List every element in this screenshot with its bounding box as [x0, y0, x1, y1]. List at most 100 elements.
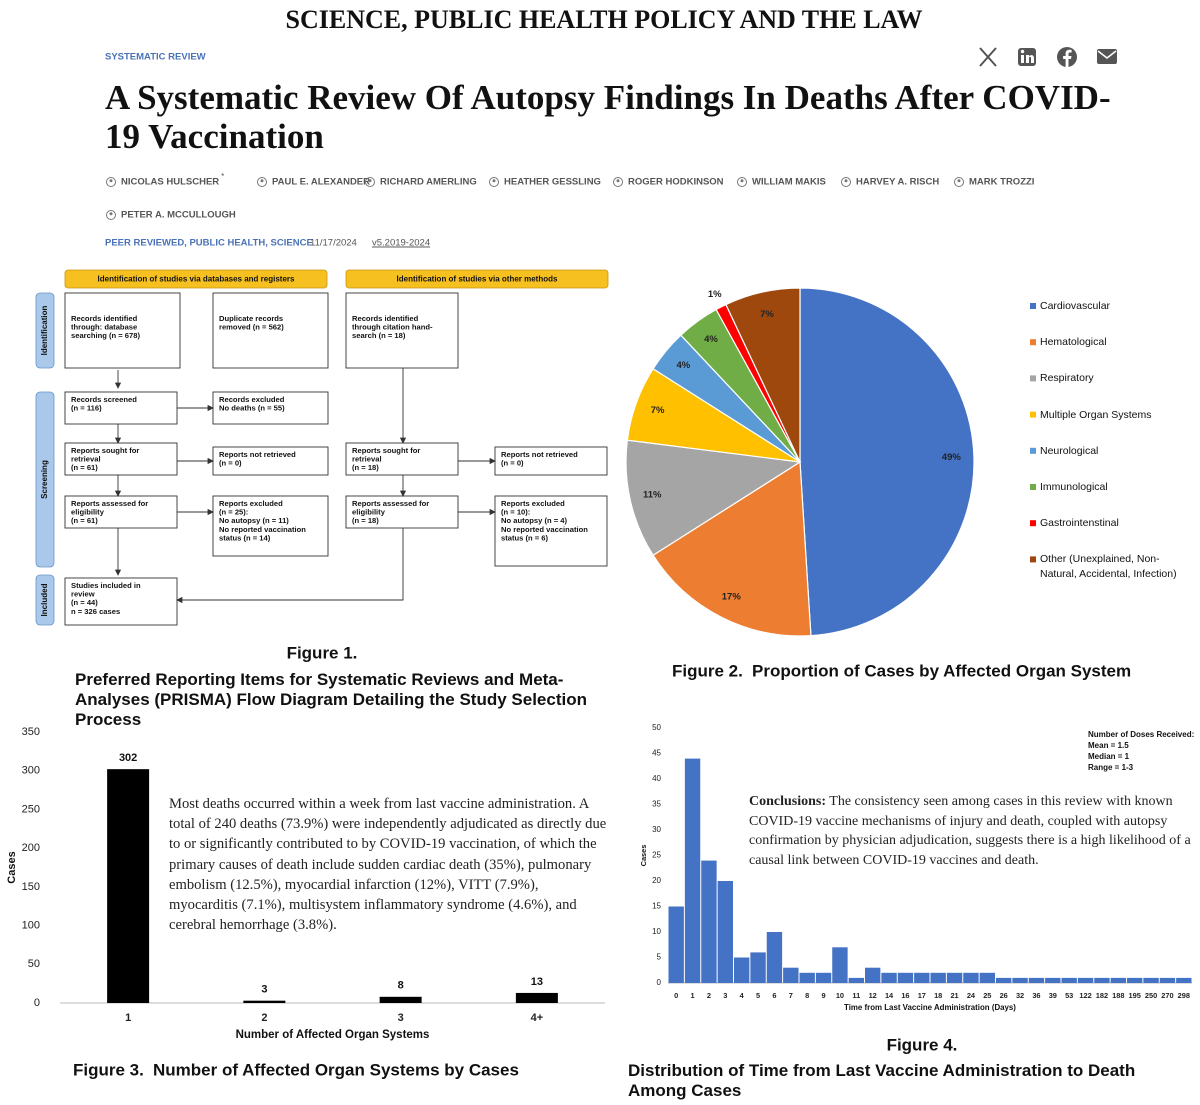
x-tick-label: 2	[707, 991, 711, 1000]
publication-name[interactable]: SCIENCE, PUBLIC HEALTH POLICY AND THE LA…	[286, 5, 923, 34]
x-tick-label: 17	[918, 991, 926, 1000]
bar	[832, 947, 848, 983]
author-icon	[106, 177, 116, 187]
y-tick-label: 100	[22, 919, 40, 931]
share-linkedin[interactable]	[1018, 48, 1036, 66]
share-facebook[interactable]	[1057, 47, 1077, 67]
x-tick-label: 2	[261, 1012, 267, 1024]
conclusion-text: The consistency seen among cases in this…	[749, 794, 1191, 868]
prisma-box-text: search (n = 18)	[352, 331, 406, 340]
data-label: 302	[119, 752, 137, 764]
x-tick-label: 39	[1049, 991, 1057, 1000]
bar	[848, 977, 864, 983]
x-tick-label: 26	[1000, 991, 1008, 1000]
author[interactable]: PETER A. MCCULLOUGH	[106, 210, 236, 221]
y-tick-label: 10	[652, 927, 661, 936]
prisma-box-text: Reports sought for	[71, 446, 139, 455]
bar	[1012, 977, 1028, 983]
author-name: RICHARD AMERLING	[380, 177, 477, 188]
prisma-box-text: (n = 0)	[219, 459, 242, 468]
bar	[1159, 977, 1176, 983]
y-tick-label: 25	[652, 851, 661, 860]
legend-swatch	[1030, 484, 1036, 490]
legend-swatch	[1030, 339, 1036, 346]
x-tick-label: 5	[756, 991, 760, 1000]
y-tick-label: 30	[652, 825, 661, 834]
prisma-box-text: Reports assessed for	[352, 499, 429, 508]
y-tick-label: 15	[652, 902, 661, 911]
legend-label: Cardiovascular	[1040, 300, 1111, 312]
figure-label: Figure 4.	[887, 1035, 958, 1054]
share-email[interactable]	[1097, 49, 1117, 64]
figure-label: Figure 3.	[73, 1060, 144, 1079]
prisma-box-text: (n = 18)	[352, 463, 379, 472]
author[interactable]: RICHARD AMERLING	[365, 177, 477, 188]
y-tick-label: 50	[28, 958, 40, 970]
y-tick-label: 20	[652, 876, 661, 885]
legend-label: Hematological	[1040, 336, 1107, 349]
prisma-box	[345, 292, 459, 369]
annotation-line: Mean = 1.5	[1088, 741, 1129, 750]
article-version[interactable]: v5.2019-2024	[372, 238, 430, 249]
author[interactable]: ROGER HODKINSON	[613, 177, 724, 188]
prisma-phase	[35, 574, 55, 626]
author-icon	[489, 177, 499, 187]
bar	[815, 972, 832, 983]
section-label[interactable]: SYSTEMATIC REVIEW	[105, 52, 206, 63]
prisma-box-text: (n = 116)	[71, 404, 102, 413]
author[interactable]: HEATHER GESSLING	[489, 177, 601, 188]
bar	[865, 967, 881, 983]
x-tick-label: 36	[1032, 991, 1040, 1000]
article-tags[interactable]: PEER REVIEWED, PUBLIC HEALTH, SCIENCE	[105, 238, 313, 249]
prisma-box-text: (n = 0)	[501, 459, 524, 468]
author[interactable]: HARVEY A. RISCH	[841, 177, 940, 188]
y-tick-label: 0	[34, 997, 40, 1009]
author-icon	[737, 177, 747, 187]
author[interactable]: NICOLAS HULSCHER	[106, 177, 220, 188]
author-mark: *	[221, 172, 224, 181]
bar	[1077, 977, 1094, 983]
legend-swatch	[1030, 447, 1036, 454]
legend-label: Other (Unexplained, Non-Natural, Acciden…	[1040, 553, 1177, 581]
prisma-phase-label: Included	[40, 583, 49, 616]
prisma-box-text: No autopsy (n = 11)	[219, 516, 289, 525]
author-icon	[365, 177, 375, 187]
prisma-box-text: review	[71, 590, 95, 599]
bar	[1110, 977, 1126, 983]
pie-label: 11%	[643, 490, 662, 501]
pie-label: 1%	[708, 289, 722, 300]
author-icon	[613, 177, 623, 187]
prisma-box-text: Reports not retrieved	[501, 450, 578, 459]
data-label: 8	[398, 980, 404, 992]
pie-label: 4%	[676, 360, 690, 371]
legend-swatch	[1030, 303, 1036, 309]
bar	[107, 769, 150, 1003]
x-tick-label: 53	[1065, 991, 1073, 1000]
x-tick-label: 21	[950, 991, 958, 1000]
author-icon	[260, 179, 264, 183]
prisma-box-text: n = 326 cases	[71, 607, 120, 616]
bar	[979, 972, 995, 983]
share-x[interactable]	[979, 47, 997, 67]
prisma-box-text: removed (n = 562)	[219, 323, 284, 332]
prisma-box-text: retrieval	[352, 455, 382, 464]
y-tick-label: 0	[657, 978, 662, 987]
bar	[717, 881, 733, 983]
legend-swatch	[1030, 375, 1036, 382]
prisma-box-text: (n = 25):	[219, 508, 248, 517]
author[interactable]: WILLIAM MAKIS	[737, 177, 826, 188]
author[interactable]: PAUL E. ALEXANDER	[257, 177, 371, 188]
x-tick-label: 270	[1161, 991, 1173, 1000]
author-icon	[740, 179, 744, 183]
x-tick-label: 14	[885, 991, 894, 1000]
prisma-box-text: No reported vaccination	[219, 525, 306, 534]
prisma-box	[345, 495, 459, 529]
author-icon	[368, 179, 372, 183]
x-tick-label: 32	[1016, 991, 1024, 1000]
bar	[701, 860, 717, 983]
author-name: NICOLAS HULSCHER	[121, 177, 219, 188]
prisma-box-text: (n = 61)	[71, 463, 98, 472]
x-tick-label: 16	[901, 991, 909, 1000]
author[interactable]: MARK TROZZI	[954, 177, 1035, 188]
